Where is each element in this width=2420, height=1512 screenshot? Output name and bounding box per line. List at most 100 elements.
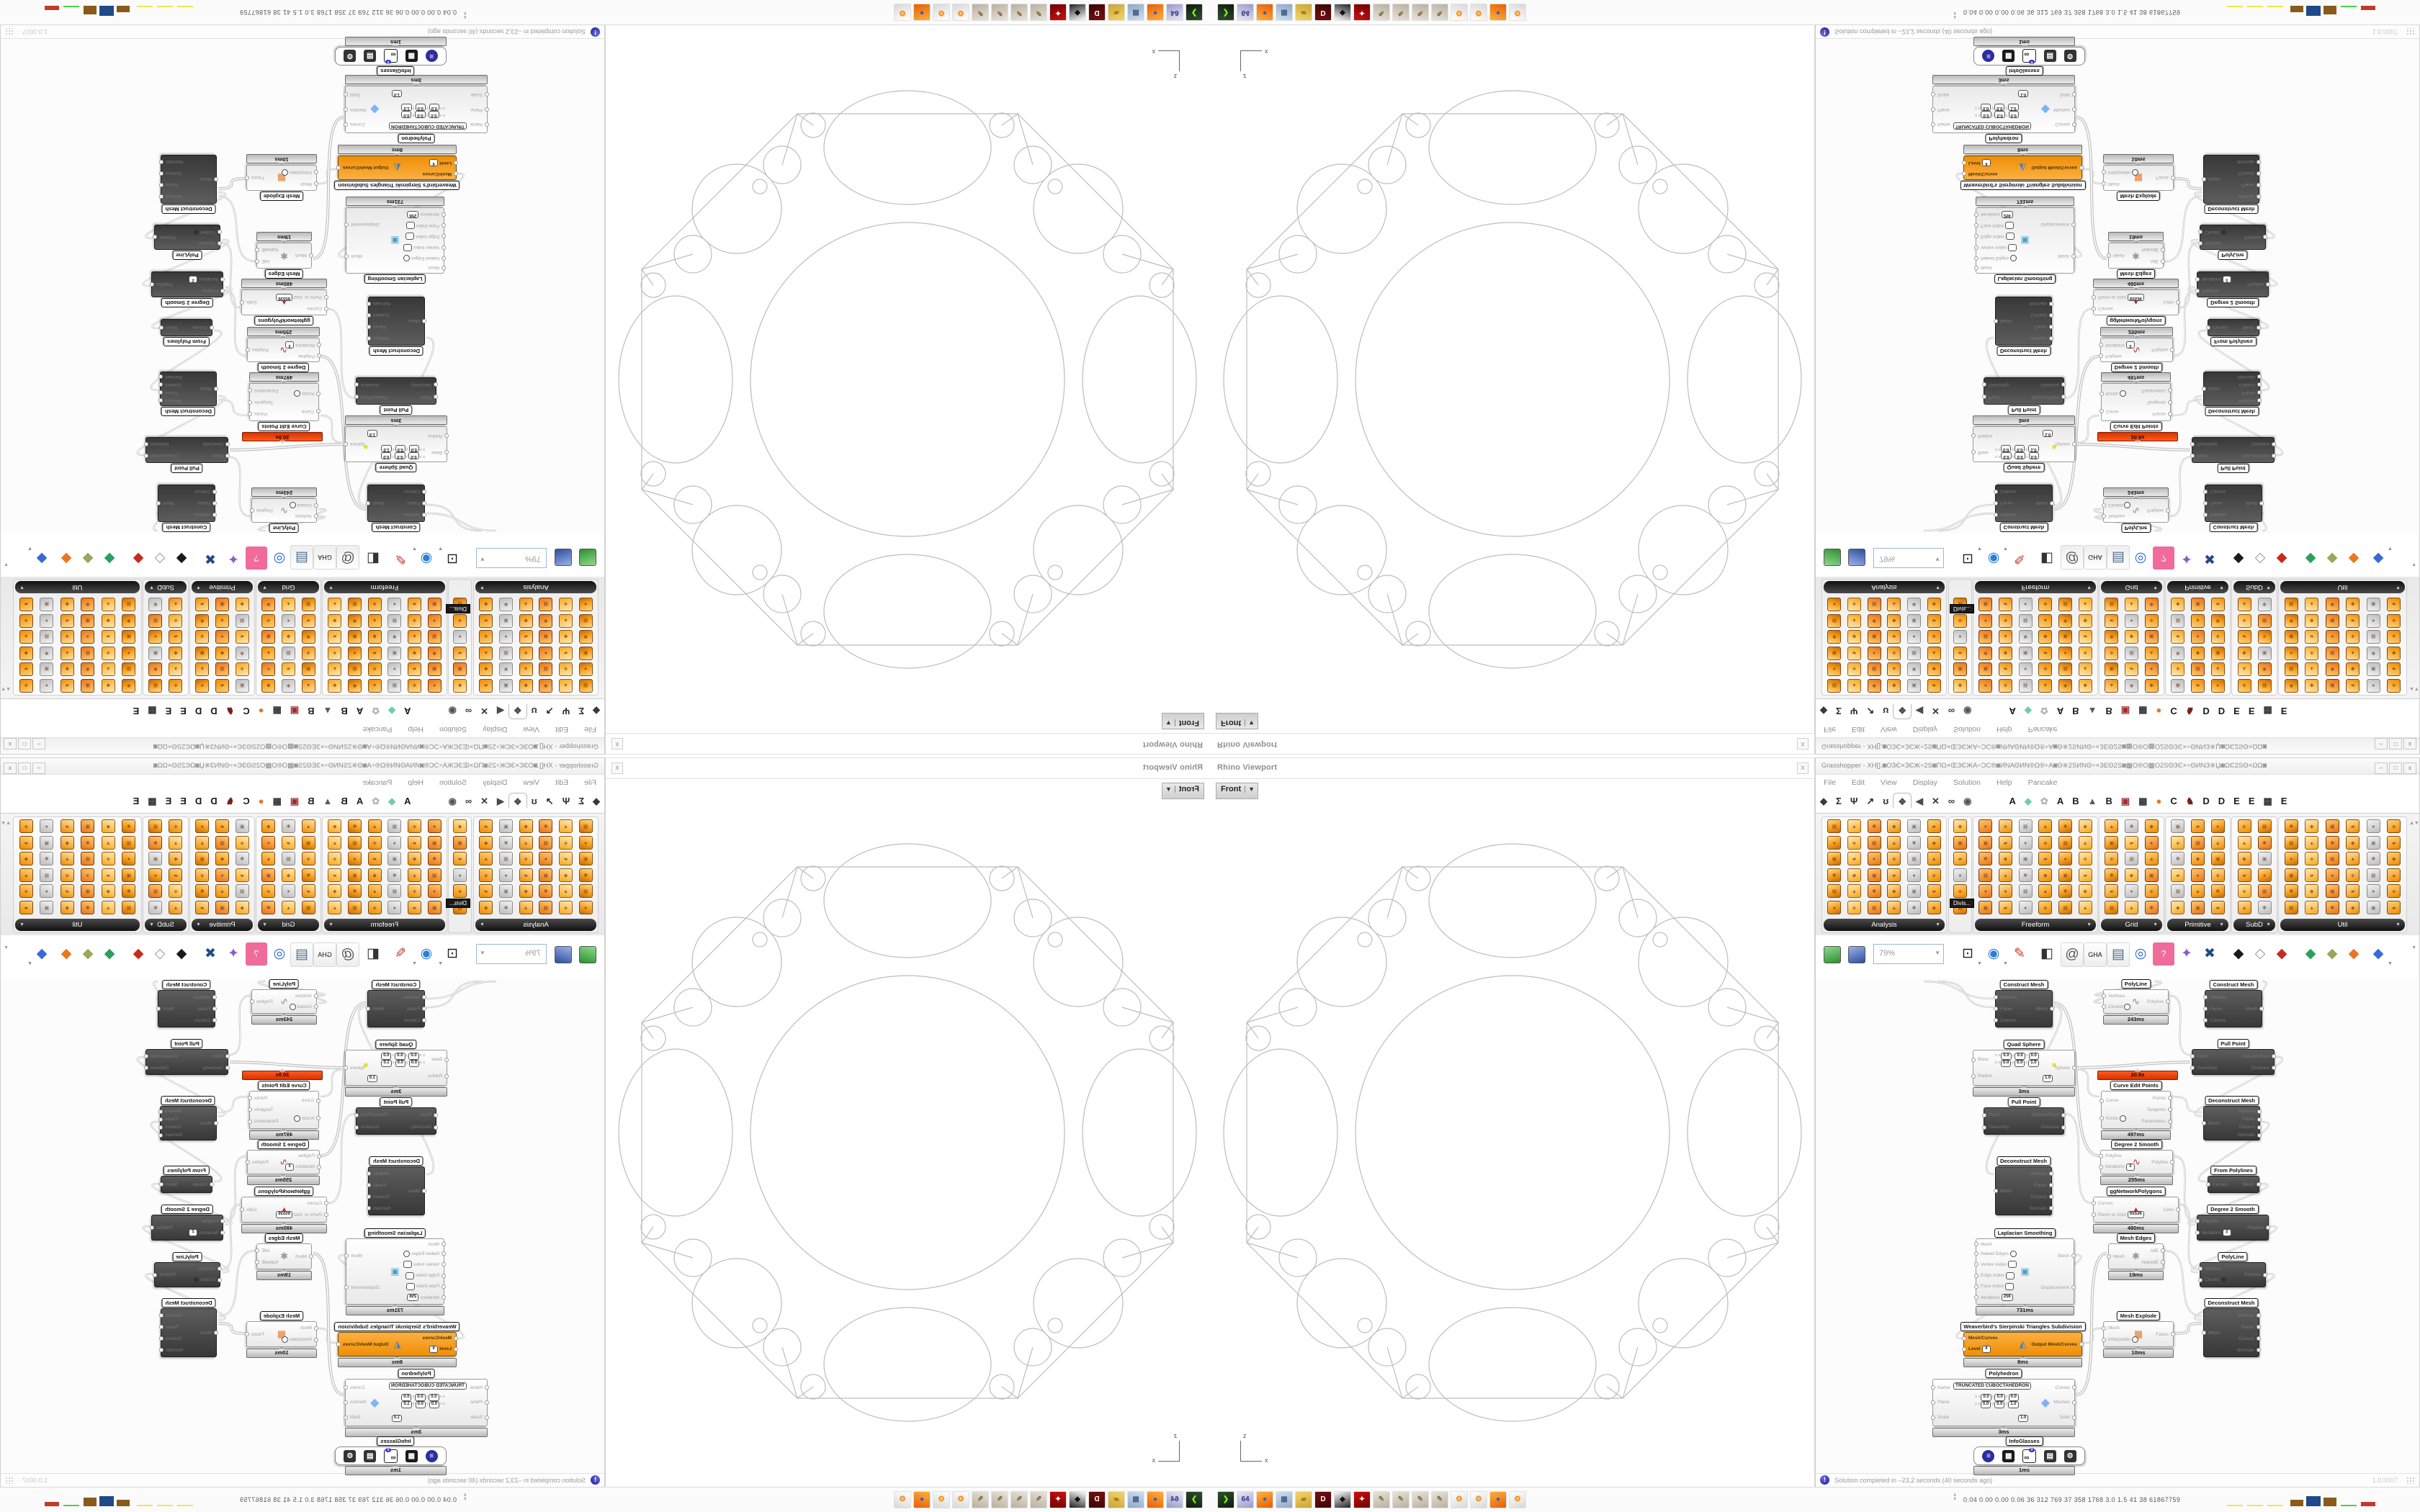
canvas-scroll-icon[interactable]: ▼ (2411, 562, 2416, 567)
definition-canvas[interactable]: Vertices Faces Colours Mesh Construct Mesh Ve… (1816, 37, 2419, 534)
component-icon[interactable]: ◆ (261, 679, 276, 693)
exit-panel-icon[interactable]: ◧ (367, 551, 380, 566)
component-icon[interactable]: ▰ (60, 614, 74, 628)
paint-icon[interactable]: ✎ (1030, 4, 1047, 21)
card-icon[interactable]: ✦ (1353, 4, 1371, 21)
component-icon[interactable]: ▦ (301, 900, 315, 914)
category-tab-icon[interactable]: Σ (1836, 796, 1842, 806)
ggnetworkpolygons-node[interactable]: Curves Perim or Void 65536 Cells ▲ (2093, 1197, 2179, 1223)
component-icon[interactable]: ◈ (1999, 679, 2012, 693)
component-icon[interactable]: ▰ (519, 630, 533, 644)
component-icon[interactable]: ◈ (2210, 868, 2225, 882)
component-icon[interactable]: ◆ (19, 647, 33, 660)
component-icon[interactable]: ▰ (328, 868, 342, 882)
component-icon[interactable]: ▣ (2144, 868, 2159, 882)
component-icon[interactable]: ✱ (427, 647, 442, 660)
component-icon[interactable]: ▰ (2078, 868, 2092, 882)
wires-icon[interactable]: ✖ (205, 551, 216, 566)
archive-icon[interactable]: ▤ (2043, 50, 2056, 63)
component-icon[interactable]: ● (1827, 835, 1842, 850)
component-icon[interactable]: ● (2018, 662, 2033, 677)
component-icon[interactable]: ▰ (479, 819, 493, 833)
component-icon[interactable]: ◈ (195, 630, 210, 644)
plugin-tab[interactable]: ▩ (2263, 796, 2272, 806)
panel-label[interactable]: SubD ▼ (145, 581, 187, 593)
blender-icon[interactable]: ❂ (933, 1491, 950, 1508)
component-icon[interactable]: ◆ (1927, 900, 1941, 914)
component-icon[interactable]: ▦ (235, 614, 249, 628)
component-icon[interactable]: ▣ (1978, 900, 1993, 914)
folder-icon[interactable]: ▰ (1295, 4, 1312, 21)
component-icon[interactable]: ▦ (2058, 900, 2072, 914)
component-icon[interactable]: ● (1827, 598, 1842, 612)
component-icon[interactable]: ▣ (2257, 852, 2272, 865)
info-sphere-icon[interactable]: ≡ (425, 50, 438, 63)
component-icon[interactable]: ✱ (195, 614, 210, 628)
component-icon[interactable]: ◆ (1999, 647, 2012, 660)
component-icon[interactable]: ✱ (499, 662, 513, 677)
node-nickname-label[interactable]: PolyLine (172, 251, 202, 260)
component-icon[interactable]: ◈ (453, 884, 467, 898)
node-nickname-label[interactable]: Deconstruct Mesh (2204, 1298, 2259, 1308)
component-icon[interactable]: ▲ (169, 662, 183, 677)
gem-white-icon[interactable]: ◇ (154, 551, 166, 566)
component-icon[interactable]: ✱ (2257, 900, 2272, 914)
component-icon[interactable]: ● (2144, 662, 2159, 677)
component-icon[interactable]: ▲ (282, 598, 295, 612)
node-nickname-label[interactable]: InfoGlasses (377, 66, 415, 76)
sketch-pen-icon[interactable]: ✎ (395, 946, 406, 961)
weaverbird-sierpinski-node[interactable]: Mesh/Curves Level 4 Output Mesh/Curves ◭ (1963, 1332, 2082, 1356)
component-icon[interactable]: ◆ (328, 614, 342, 628)
component-icon[interactable]: ▣ (1907, 679, 1921, 693)
plugin-tab[interactable]: ◆ (388, 796, 396, 806)
gem-olive-icon[interactable]: ◆ (82, 946, 94, 961)
gem-blue-icon[interactable]: ◆ ▼ (2372, 946, 2393, 966)
node-nickname-label[interactable]: ggNetworkPolygons (254, 316, 314, 325)
component-icon[interactable]: ▲ (2237, 835, 2251, 850)
component-icon[interactable]: ▦ (539, 662, 553, 677)
component-icon[interactable]: ● (2257, 630, 2272, 644)
plugin-tab[interactable]: ▲ (2087, 706, 2097, 716)
component-icon[interactable]: ● (2366, 614, 2380, 628)
component-icon[interactable]: ● (427, 884, 442, 898)
component-icon[interactable]: ▰ (60, 679, 74, 693)
component-icon[interactable]: ● (1978, 884, 1993, 898)
plugin-tab[interactable]: E (2233, 706, 2240, 716)
node-nickname-label[interactable]: Laplacian Smoothing (364, 1228, 426, 1238)
component-icon[interactable]: ✱ (122, 819, 136, 833)
component-icon[interactable]: ▦ (578, 819, 593, 833)
deconstruct-mesh-c-node[interactable]: Mesh Vertices Faces Colours Normals (161, 1308, 217, 1357)
component-icon[interactable]: ▦ (348, 598, 362, 612)
component-icon[interactable]: ▲ (408, 630, 421, 644)
component-icon[interactable]: ▲ (215, 884, 229, 898)
component-icon[interactable]: ✱ (40, 647, 54, 660)
category-tab-icon[interactable]: ◆ (593, 706, 600, 716)
component-icon[interactable]: ✱ (387, 868, 402, 882)
component-icon[interactable]: ▦ (2171, 884, 2185, 898)
infoglasses-widget[interactable]: ≡ ▦ ∞0 ▤ ⚙ (1973, 1446, 2085, 1465)
category-tab-icon[interactable]: ❖ (1893, 793, 1912, 808)
component-icon[interactable]: ✱ (2171, 647, 2185, 660)
component-icon[interactable]: ● (81, 630, 95, 644)
component-icon[interactable]: ▰ (2387, 598, 2401, 612)
component-icon[interactable]: ◆ (235, 598, 249, 612)
component-icon[interactable]: ▰ (2387, 900, 2401, 914)
plugin-tab[interactable]: D (2202, 706, 2210, 716)
component-icon[interactable]: ◆ (215, 852, 229, 865)
component-icon[interactable]: ▦ (427, 868, 442, 882)
plugin-tab[interactable]: C (243, 796, 250, 806)
plugin-tab[interactable]: E (180, 796, 187, 806)
component-icon[interactable]: ▰ (101, 868, 115, 882)
component-icon[interactable]: ◈ (519, 647, 533, 660)
resize-grip[interactable] (2406, 28, 2415, 35)
category-tab-icon[interactable]: ◀ (497, 796, 505, 806)
pull-point-b-node[interactable]: Point Geometry Closest Point Distance (145, 437, 228, 463)
node-nickname-label[interactable]: InfoGlasses (2005, 66, 2043, 76)
component-icon[interactable]: ▣ (81, 614, 95, 628)
panel-label[interactable]: Primitive ▼ (2167, 919, 2228, 931)
component-icon[interactable]: ▲ (328, 662, 342, 677)
node-nickname-label[interactable]: From Polylines (163, 337, 210, 346)
category-tab-icon[interactable]: ❖ (508, 793, 527, 808)
mesh-explode-node[interactable]: Mesh Interpolate Faces ▦ (2103, 165, 2174, 191)
doc-icon[interactable]: ▤ (2107, 942, 2130, 967)
